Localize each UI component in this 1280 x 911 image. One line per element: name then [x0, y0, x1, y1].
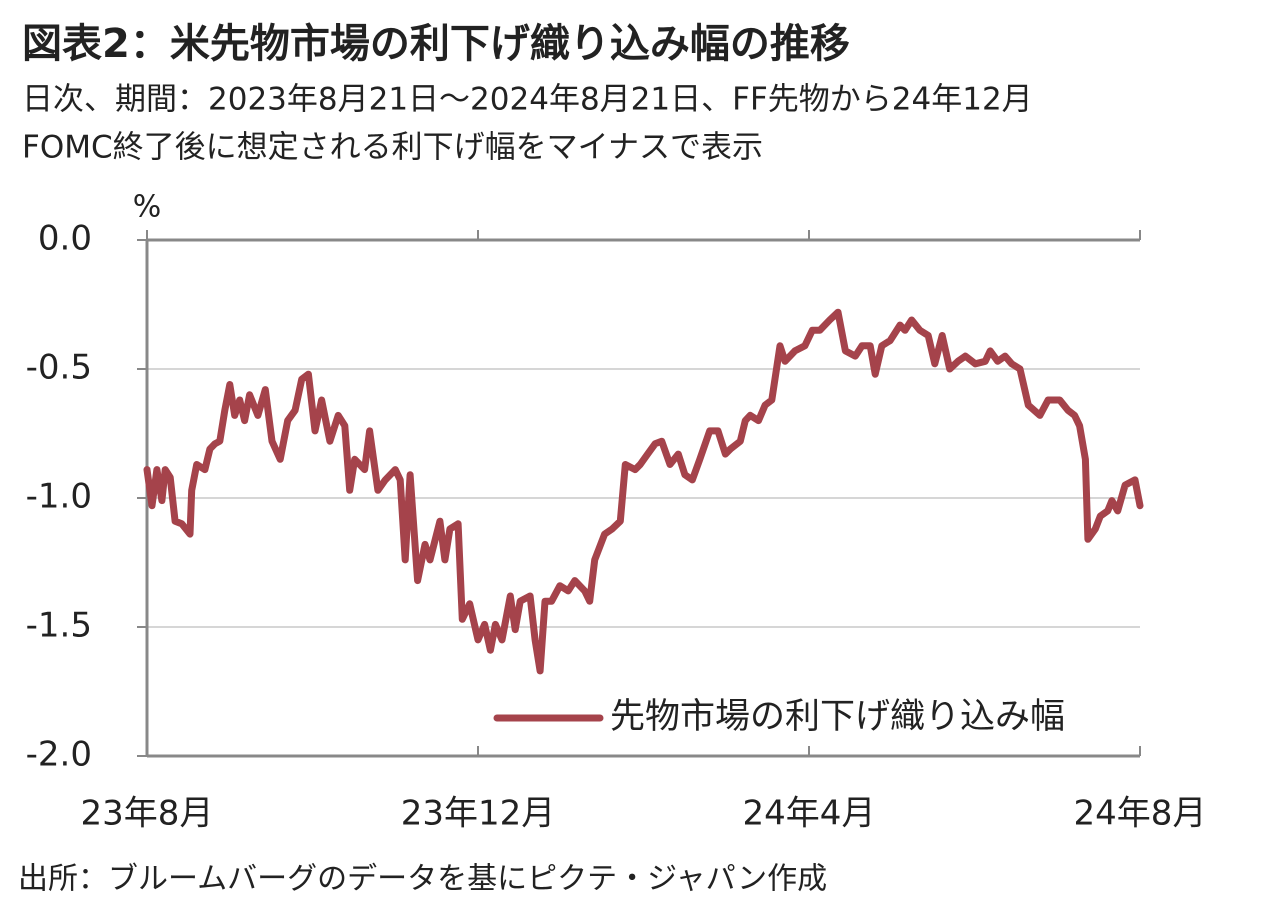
y-tick-label: -1.0 [26, 477, 92, 517]
x-tick-label: 24年8月 [1074, 794, 1207, 834]
x-tick-label: 24年4月 [743, 794, 876, 834]
chart-subtitle: 日次、期間：2023年8月21日～2024年8月21日、FF先物から24年12月 [22, 82, 1033, 118]
y-tick-label: 0.0 [38, 219, 92, 259]
y-unit: % [133, 190, 162, 225]
x-tick-label: 23年12月 [401, 794, 556, 834]
y-tick-label: -0.5 [26, 348, 92, 388]
legend-label: 先物市場の利下げ織り込み幅 [610, 697, 1065, 737]
chart-subtitle: FOMC終了後に想定される利下げ幅をマイナスで表示 [22, 130, 763, 166]
series-line [143, 308, 1144, 675]
source-note: 出所：ブルームバーグのデータを基にピクテ・ジャパン作成 [18, 862, 827, 897]
chart-title: 図表2：米先物市場の利下げ織り込み幅の推移 [22, 21, 850, 67]
y-tick-label: -2.0 [26, 735, 92, 775]
y-tick-label: -1.5 [26, 606, 92, 646]
x-tick-label: 23年8月 [81, 794, 214, 834]
